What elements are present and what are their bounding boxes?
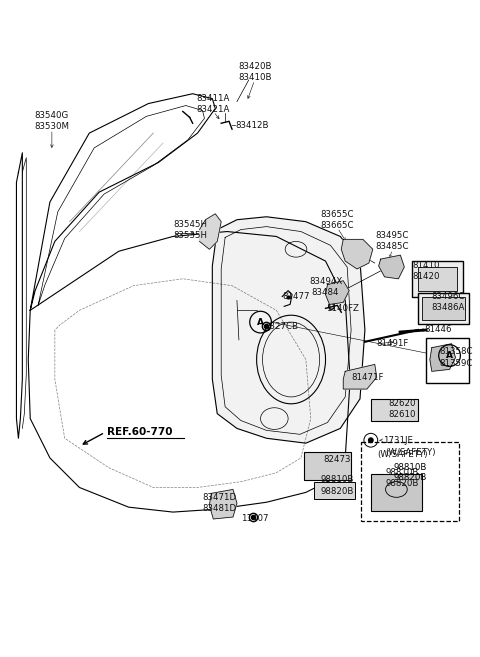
Text: 83545H
83535H: 83545H 83535H (173, 219, 207, 240)
Polygon shape (430, 344, 456, 371)
Bar (418, 292, 469, 324)
Bar (361, 442, 459, 521)
Text: 83420B
83410B: 83420B 83410B (238, 62, 271, 82)
Text: 1140FZ: 1140FZ (325, 304, 359, 313)
Text: 82620
82610: 82620 82610 (388, 399, 416, 419)
Text: 81491F: 81491F (377, 339, 409, 348)
Bar (412, 261, 463, 296)
Text: 83540G
83530M: 83540G 83530M (35, 111, 70, 131)
Text: 81358C
81359C: 81358C 81359C (440, 348, 473, 367)
Text: 11407: 11407 (241, 514, 268, 524)
Text: (W/SAFETY): (W/SAFETY) (377, 449, 428, 459)
Text: (W/SAFETY): (W/SAFETY) (385, 447, 435, 457)
Polygon shape (200, 214, 221, 249)
Text: 81446: 81446 (424, 325, 452, 334)
Text: 83496C
83486A: 83496C 83486A (432, 292, 465, 313)
Circle shape (368, 438, 374, 443)
Polygon shape (209, 489, 237, 519)
Text: 81477: 81477 (282, 292, 310, 301)
Text: A: A (446, 351, 453, 360)
Text: 83412B: 83412B (235, 121, 268, 129)
Bar (426, 338, 469, 383)
Text: REF.60-770: REF.60-770 (107, 427, 172, 438)
Text: 98820B: 98820B (394, 473, 427, 482)
Polygon shape (341, 239, 373, 269)
Bar (314, 482, 355, 499)
Text: 83495C
83485C: 83495C 83485C (376, 231, 409, 252)
Polygon shape (212, 217, 365, 443)
Text: 98810B
98820B: 98810B 98820B (385, 468, 419, 487)
Text: 82473: 82473 (324, 455, 351, 464)
Text: 83494X
83484: 83494X 83484 (309, 277, 342, 297)
Polygon shape (379, 255, 404, 279)
Polygon shape (343, 365, 377, 389)
Bar (371, 399, 418, 420)
Bar (371, 474, 422, 511)
Bar (422, 296, 465, 320)
Text: 83411A
83421A: 83411A 83421A (197, 93, 230, 114)
Text: A: A (257, 317, 264, 327)
Polygon shape (325, 281, 349, 304)
Bar (304, 452, 351, 480)
Text: 98810B: 98810B (394, 463, 427, 472)
Text: 98810B
98820B: 98810B 98820B (321, 476, 354, 495)
Text: 83471D
83481D: 83471D 83481D (202, 493, 236, 513)
Text: 1731JE: 1731JE (383, 436, 413, 445)
Text: 83655C
83665C: 83655C 83665C (321, 210, 354, 230)
Bar (418, 267, 457, 290)
Text: 1327CB: 1327CB (264, 321, 298, 330)
Text: 81471F: 81471F (351, 373, 384, 382)
Text: 81410
81420: 81410 81420 (412, 261, 440, 281)
